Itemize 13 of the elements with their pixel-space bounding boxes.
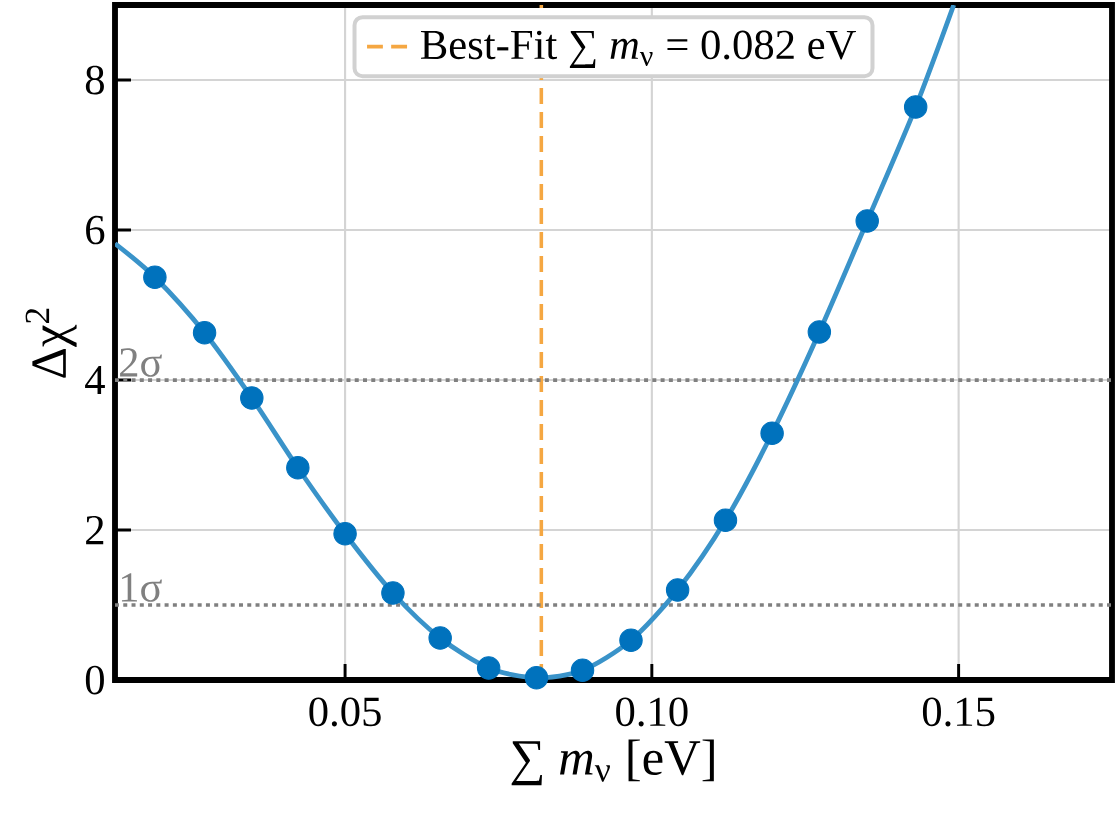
x-tick-label: 0.15 [922,697,995,727]
y-tick-label: 2 [86,515,104,545]
ref-line-label: 1σ [121,573,162,602]
y-tick-label: 0 [85,665,104,695]
y-axis-title: Δχ$^{2}$ [25,308,77,378]
ref-line-label: 2σ [120,348,162,377]
x-tick-label: 0.10 [616,697,688,727]
y-tick-label: 6 [86,215,105,245]
y-tick-label: 8 [85,65,104,95]
ref-line-label: Best-Fit ∑ m$_{ν}$ = 0.082 eV [420,30,856,68]
x-tick-label: 0.05 [309,697,381,727]
x-axis-title: ∑ m$_{ν}$ [eV] [511,739,714,786]
y-tick-label: 4 [85,365,105,395]
